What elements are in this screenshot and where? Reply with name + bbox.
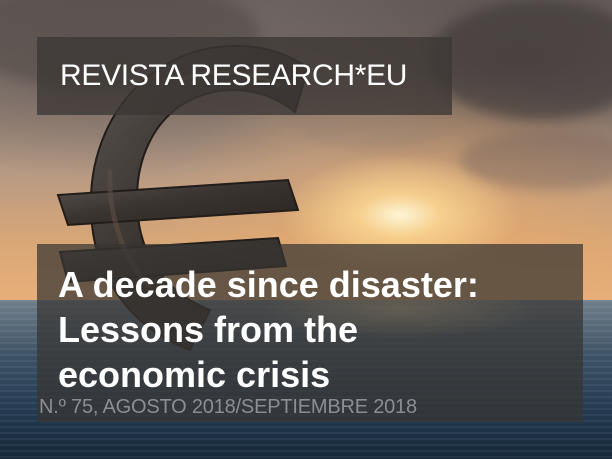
headline-overlay [37, 244, 583, 422]
cover-headline: A decade since disaster: Lessons from th… [58, 262, 578, 397]
headline-line: economic crisis [58, 354, 331, 395]
masthead-overlay [37, 37, 452, 115]
cloud [430, 0, 612, 120]
headline-line: A decade since disaster: [58, 264, 479, 305]
headline-line: Lessons from the [58, 309, 359, 350]
magazine-title: REVISTA RESEARCH*EU [60, 59, 408, 92]
issue-info: N.º 75, AGOSTO 2018/SEPTIEMBRE 2018 [39, 396, 417, 418]
cloud [300, 110, 440, 150]
cloud [460, 130, 612, 190]
